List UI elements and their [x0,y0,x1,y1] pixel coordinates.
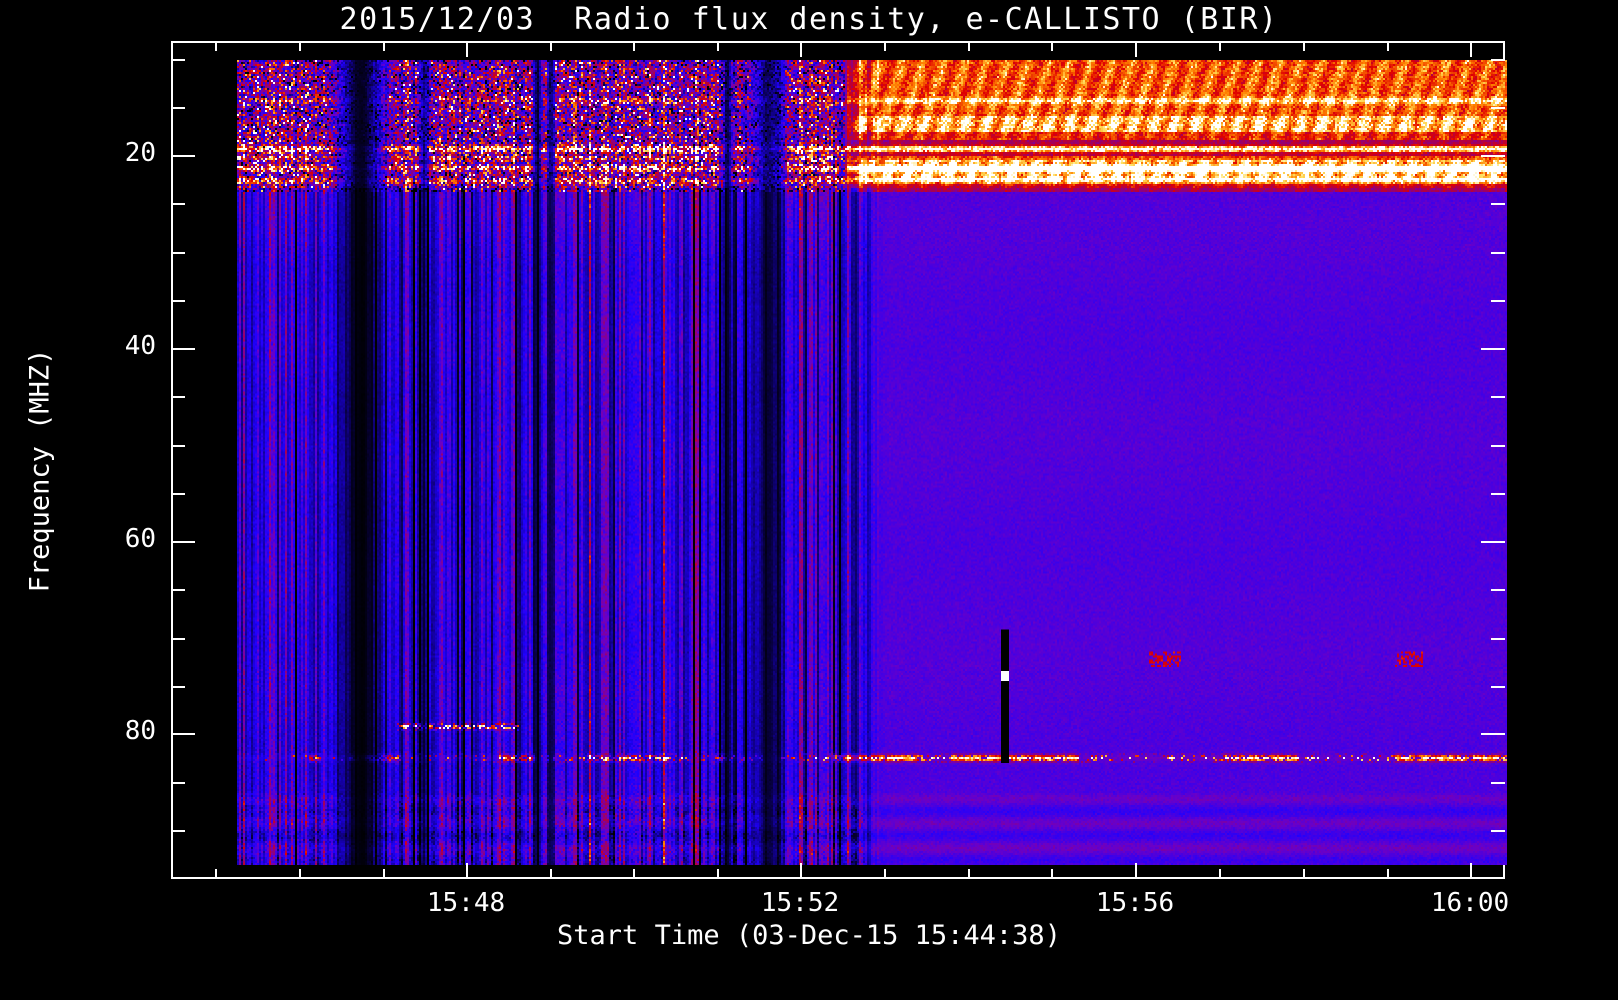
x-axis-tick [717,41,719,51]
x-axis-tick [1387,869,1389,879]
x-axis-tick [550,869,552,879]
x-axis-tick-label: 15:52 [760,888,840,918]
y-axis-tick [1491,300,1505,302]
x-axis-tick [1135,863,1137,879]
y-axis-tick [171,59,185,61]
y-axis-tick [1491,252,1505,254]
y-axis-tick [171,830,185,832]
y-axis-tick [1491,638,1505,640]
y-axis-tick [1481,733,1505,735]
y-axis-tick [1481,155,1505,157]
x-axis-tick [1470,863,1472,879]
y-axis-tick [1481,348,1505,350]
y-axis-tick [1491,830,1505,832]
y-axis-tick [1491,107,1505,109]
y-axis-tick-label: 80 [124,716,156,746]
x-axis-tick [550,41,552,51]
y-axis-tick [171,252,185,254]
y-axis-tick [171,686,185,688]
x-axis-tick [383,41,385,51]
x-axis-tick [884,41,886,51]
y-axis-tick [171,733,195,735]
x-axis-tick [968,869,970,879]
y-axis-tick [1491,686,1505,688]
y-axis-tick [171,396,185,398]
x-axis-tick-label: 15:56 [1095,888,1175,918]
y-axis-tick [1491,445,1505,447]
x-axis-tick [466,41,468,57]
y-axis-tick [171,203,185,205]
y-axis-tick [171,445,185,447]
x-axis-tick [299,41,301,51]
x-axis-tick [800,863,802,879]
x-axis-tick [299,869,301,879]
x-axis-tick [1387,41,1389,51]
y-axis-tick-label: 20 [124,138,156,168]
x-axis-tick [1303,869,1305,879]
y-axis-tick [171,155,195,157]
x-axis-tick [800,41,802,57]
y-axis-tick [171,541,195,543]
y-axis-tick [171,300,185,302]
x-axis-tick [1219,869,1221,879]
x-axis-tick [717,869,719,879]
x-axis-tick-label: 15:48 [426,888,506,918]
x-axis-tick [466,863,468,879]
y-axis-title: Frequency (MHZ) [24,348,56,593]
x-axis-tick [884,869,886,879]
y-axis-tick [171,589,185,591]
y-axis-tick [1491,589,1505,591]
x-axis-tick [1219,41,1221,51]
x-axis-tick [633,41,635,51]
y-axis-tick-label: 40 [124,331,156,361]
y-axis-tick [1491,59,1505,61]
x-axis-tick [1135,41,1137,57]
spectrogram-image [237,60,1507,865]
x-axis-tick [215,869,217,879]
y-axis-tick-label: 60 [124,524,156,554]
x-axis-tick [1051,41,1053,51]
x-axis-tick [215,41,217,51]
y-axis-tick [171,638,185,640]
x-axis-tick [1051,869,1053,879]
y-axis-tick [171,782,185,784]
y-axis-tick [171,348,195,350]
y-axis-tick [1491,782,1505,784]
y-axis-tick [1491,396,1505,398]
x-axis-tick [633,869,635,879]
x-axis-tick [383,869,385,879]
x-axis-title: Start Time (03-Dec-15 15:44:38) [557,920,1061,951]
spectrogram-canvas [237,60,1507,865]
x-axis-tick [968,41,970,51]
y-axis-tick [1491,203,1505,205]
y-axis-tick [1491,493,1505,495]
x-axis-tick [1303,41,1305,51]
y-axis-tick [171,493,185,495]
x-axis-tick-label: 16:00 [1430,888,1510,918]
y-axis-tick [171,107,185,109]
page-title: 2015/12/03 Radio flux density, e-CALLIST… [339,2,1279,37]
x-axis-tick [1470,41,1472,57]
y-axis-tick [1481,541,1505,543]
plot-frame [171,41,1507,879]
